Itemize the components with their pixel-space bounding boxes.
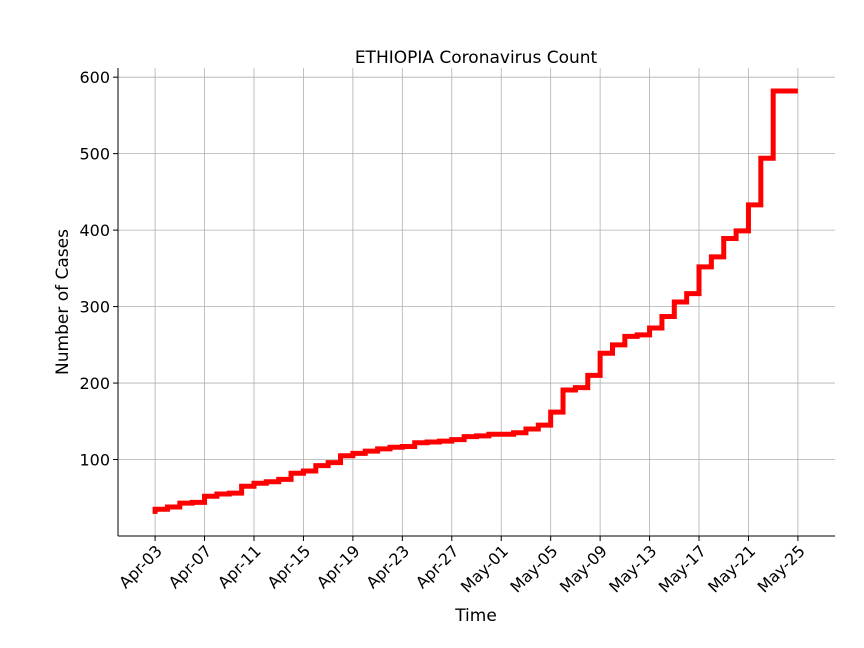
series bbox=[152, 88, 798, 514]
y-axis-title: Number of Cases bbox=[53, 229, 73, 375]
y-tick-label: 100 bbox=[79, 451, 110, 470]
x-axis-title: Time bbox=[454, 606, 497, 626]
x-tick-label: Apr-15 bbox=[263, 541, 314, 592]
axes bbox=[117, 68, 835, 537]
x-tick-label: May-17 bbox=[655, 541, 710, 596]
y-tick-label: 200 bbox=[79, 374, 110, 393]
x-tick-label: May-01 bbox=[457, 541, 512, 596]
x-tick-label: May-09 bbox=[556, 541, 611, 596]
x-tick-label: May-05 bbox=[506, 541, 561, 596]
x-tick-label: Apr-11 bbox=[214, 541, 265, 592]
x-tick-label: Apr-07 bbox=[165, 541, 216, 592]
x-tick-label: Apr-23 bbox=[362, 541, 413, 592]
x-tick-label: Apr-19 bbox=[313, 541, 364, 592]
x-tick-label: May-13 bbox=[605, 541, 660, 596]
x-ticks: Apr-03Apr-07Apr-11Apr-15Apr-19Apr-23Apr-… bbox=[115, 536, 809, 597]
y-tick-label: 400 bbox=[79, 221, 110, 240]
x-tick-label: Apr-27 bbox=[412, 541, 463, 592]
x-tick-label: May-25 bbox=[754, 541, 809, 596]
y-tick-label: 600 bbox=[79, 68, 110, 87]
x-tick-label: Apr-03 bbox=[115, 541, 166, 592]
chart-title: ETHIOPIA Coronavirus Count bbox=[355, 48, 598, 68]
cases-step-line bbox=[152, 88, 798, 514]
y-tick-label: 300 bbox=[79, 298, 110, 317]
y-tick-label: 500 bbox=[79, 145, 110, 164]
grid bbox=[118, 68, 835, 536]
y-ticks: 100 200 300 400 500 600 bbox=[79, 68, 118, 470]
x-tick-label: May-21 bbox=[704, 541, 759, 596]
